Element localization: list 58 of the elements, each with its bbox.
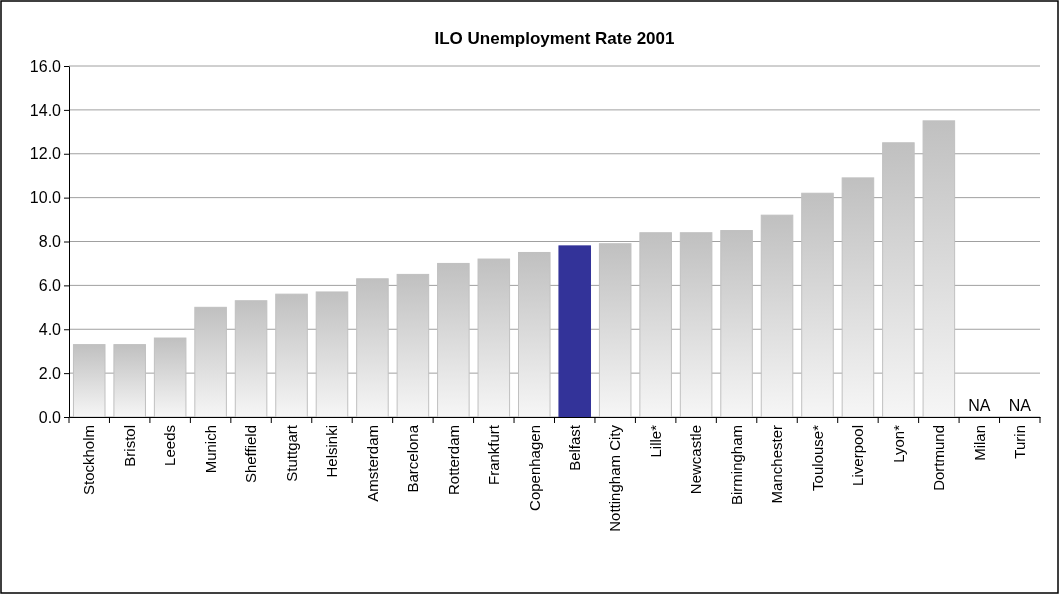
bar	[275, 293, 308, 418]
x-tick-label: Munich	[201, 425, 219, 474]
bar	[598, 243, 632, 418]
bar	[194, 306, 227, 418]
bar	[113, 344, 146, 418]
y-tick-label: 10.0	[29, 189, 62, 207]
bar	[315, 291, 349, 418]
bar	[558, 245, 592, 418]
bar	[437, 262, 470, 418]
y-tick-label: 16.0	[29, 57, 62, 75]
y-tick-label: 12.0	[29, 145, 62, 163]
x-tick-label: Nottingham City	[606, 424, 624, 532]
x-tick-label: Frankfurt	[485, 424, 503, 486]
x-tick-label: Bristol	[120, 425, 138, 467]
bar	[517, 251, 551, 418]
bar	[153, 337, 187, 418]
x-tick-label: Lille*	[646, 424, 664, 458]
x-tick-label: Copenhagen	[525, 425, 543, 511]
text: NA	[1008, 397, 1031, 414]
y-tick-label: 8.0	[38, 233, 62, 251]
bar	[679, 232, 713, 418]
x-tick-label: Barcelona	[404, 424, 422, 493]
x-tick-label: Leeds	[161, 425, 179, 466]
y-tick-label: 6.0	[38, 276, 62, 294]
y-tick-label: 0.0	[38, 408, 62, 426]
bar	[234, 300, 268, 418]
x-tick-label: Stuttgart	[282, 424, 300, 482]
x-tick-label: Stockholm	[80, 425, 98, 496]
bar	[396, 273, 430, 418]
bar	[639, 232, 672, 418]
x-tick-label: Newcastle	[687, 425, 705, 495]
bar	[477, 258, 511, 418]
text: NA	[968, 397, 991, 414]
x-tick-label: Sheffield	[242, 425, 260, 484]
x-tick-label: Liverpool	[849, 425, 867, 486]
x-tick-label: Turin	[1011, 425, 1029, 459]
x-tick-label: Milan	[970, 425, 988, 461]
x-tick-label: Manchester	[768, 425, 786, 504]
bar	[922, 120, 956, 418]
bar	[760, 214, 794, 418]
x-tick-label: Lyon*	[889, 424, 907, 463]
x-tick-label: Rotterdam	[444, 425, 462, 496]
x-tick-label: Dortmund	[930, 425, 948, 491]
bar	[356, 278, 389, 418]
y-tick-label: 2.0	[38, 364, 62, 382]
bar	[882, 142, 915, 418]
bar	[72, 344, 106, 418]
bar	[801, 192, 834, 418]
bar	[841, 177, 875, 418]
y-tick-label: 14.0	[29, 101, 62, 119]
x-tick-label: Belfast	[565, 424, 583, 471]
x-tick-label: Amsterdam	[363, 425, 381, 502]
bar	[720, 230, 753, 418]
y-tick-label: 4.0	[38, 320, 62, 338]
chart-title: ILO Unemployment Rate 2001	[434, 29, 675, 48]
x-tick-label: Birmingham	[727, 425, 745, 506]
x-tick-label: Helsinki	[323, 425, 341, 478]
x-tick-label: Toulouse*	[808, 424, 826, 491]
